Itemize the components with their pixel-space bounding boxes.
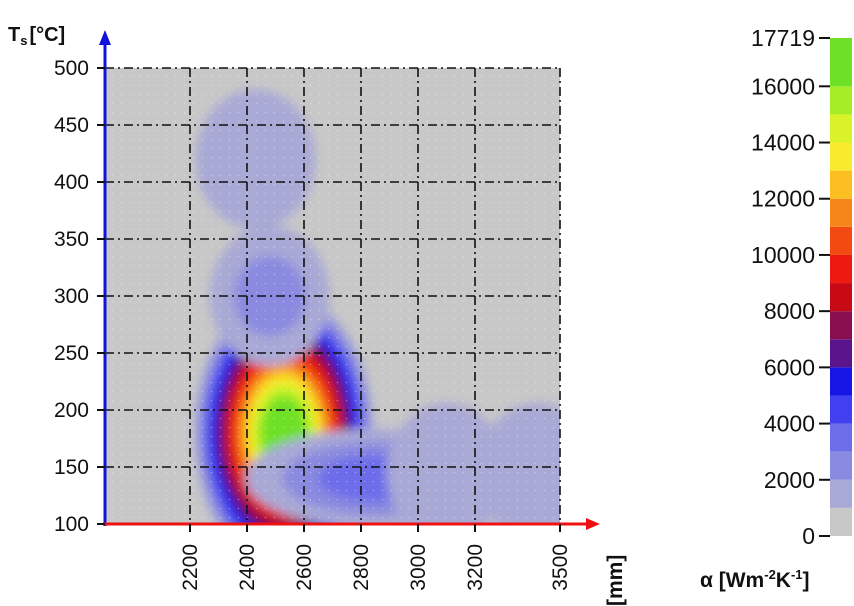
colorbar-segment — [830, 38, 852, 87]
y-tick-label: 450 — [54, 114, 89, 137]
x-tick-label: 2800 — [350, 544, 373, 591]
x-tick-label: 3000 — [407, 544, 430, 591]
colorbar-tick-label: 6000 — [764, 354, 815, 380]
x-tick-label: 3500 — [549, 544, 572, 591]
y-axis-title: Ts [°C] — [8, 24, 65, 48]
colorbar-segment — [830, 142, 852, 171]
colorbar-segment — [830, 479, 852, 508]
y-tick-label: 350 — [54, 228, 89, 251]
colorbar-segment — [830, 395, 852, 424]
colorbar-tick-labels: 0 2000 4000 6000 8000 10000 12000 14000 16000 177… — [751, 25, 830, 549]
y-tick-label: 150 — [54, 456, 89, 479]
colorbar-segment — [830, 254, 852, 284]
colorbar-title: α [Wm-2K-1] — [700, 567, 810, 592]
y-tick-label: 100 — [54, 513, 89, 536]
colorbar-segment — [830, 367, 852, 396]
colorbar-segment — [830, 198, 852, 227]
colorbar-tick-label: 8000 — [764, 298, 815, 324]
x-tick-labels: 2200 2400 2600 2800 3000 3200 3500 — [179, 524, 572, 591]
colorbar-segment — [830, 86, 852, 115]
colorbar-segment — [830, 170, 852, 199]
colorbar-segment — [830, 311, 852, 340]
x-tick-label: 2200 — [179, 544, 202, 591]
measurement-dots — [105, 68, 560, 524]
x-tick-label: 2600 — [293, 544, 316, 591]
colorbar-segment — [830, 451, 852, 480]
y-axis — [99, 30, 111, 526]
colorbar-tick-label: 17719 — [751, 25, 815, 51]
colorbar-segment — [830, 507, 852, 536]
colorbar-segment — [830, 226, 852, 255]
y-tick-labels: 100 150 200 250 300 350 400 450 500 — [54, 57, 105, 536]
colorbar-segment — [830, 114, 852, 143]
y-tick-label: 200 — [54, 399, 89, 422]
x-axis-arrow — [586, 518, 600, 530]
grid — [105, 67, 561, 524]
y-tick-label: 400 — [54, 171, 89, 194]
colorbar-tick-label: 10000 — [751, 242, 815, 268]
x-axis-unit: [mm] — [604, 555, 627, 606]
colorbar-tick-label: 0 — [802, 523, 815, 549]
y-tick-label: 500 — [54, 57, 89, 80]
colorbar-tick-label: 14000 — [751, 130, 815, 156]
y-axis-arrow — [99, 30, 111, 45]
colorbar-tick-label: 2000 — [764, 467, 815, 493]
colorbar-tick-label: 12000 — [751, 186, 815, 212]
colorbar-tick-label: 4000 — [764, 411, 815, 437]
colorbar-segment — [830, 423, 852, 452]
x-axis — [103, 518, 600, 530]
colorbar-segment — [830, 283, 852, 312]
colorbar-tick-label: 16000 — [751, 73, 815, 99]
y-tick-label: 250 — [54, 342, 89, 365]
x-tick-label: 3200 — [464, 544, 487, 591]
x-tick-label: 2400 — [236, 544, 259, 591]
colorbar-segment — [830, 339, 852, 368]
colorbar — [830, 38, 852, 536]
y-tick-label: 300 — [54, 285, 89, 308]
